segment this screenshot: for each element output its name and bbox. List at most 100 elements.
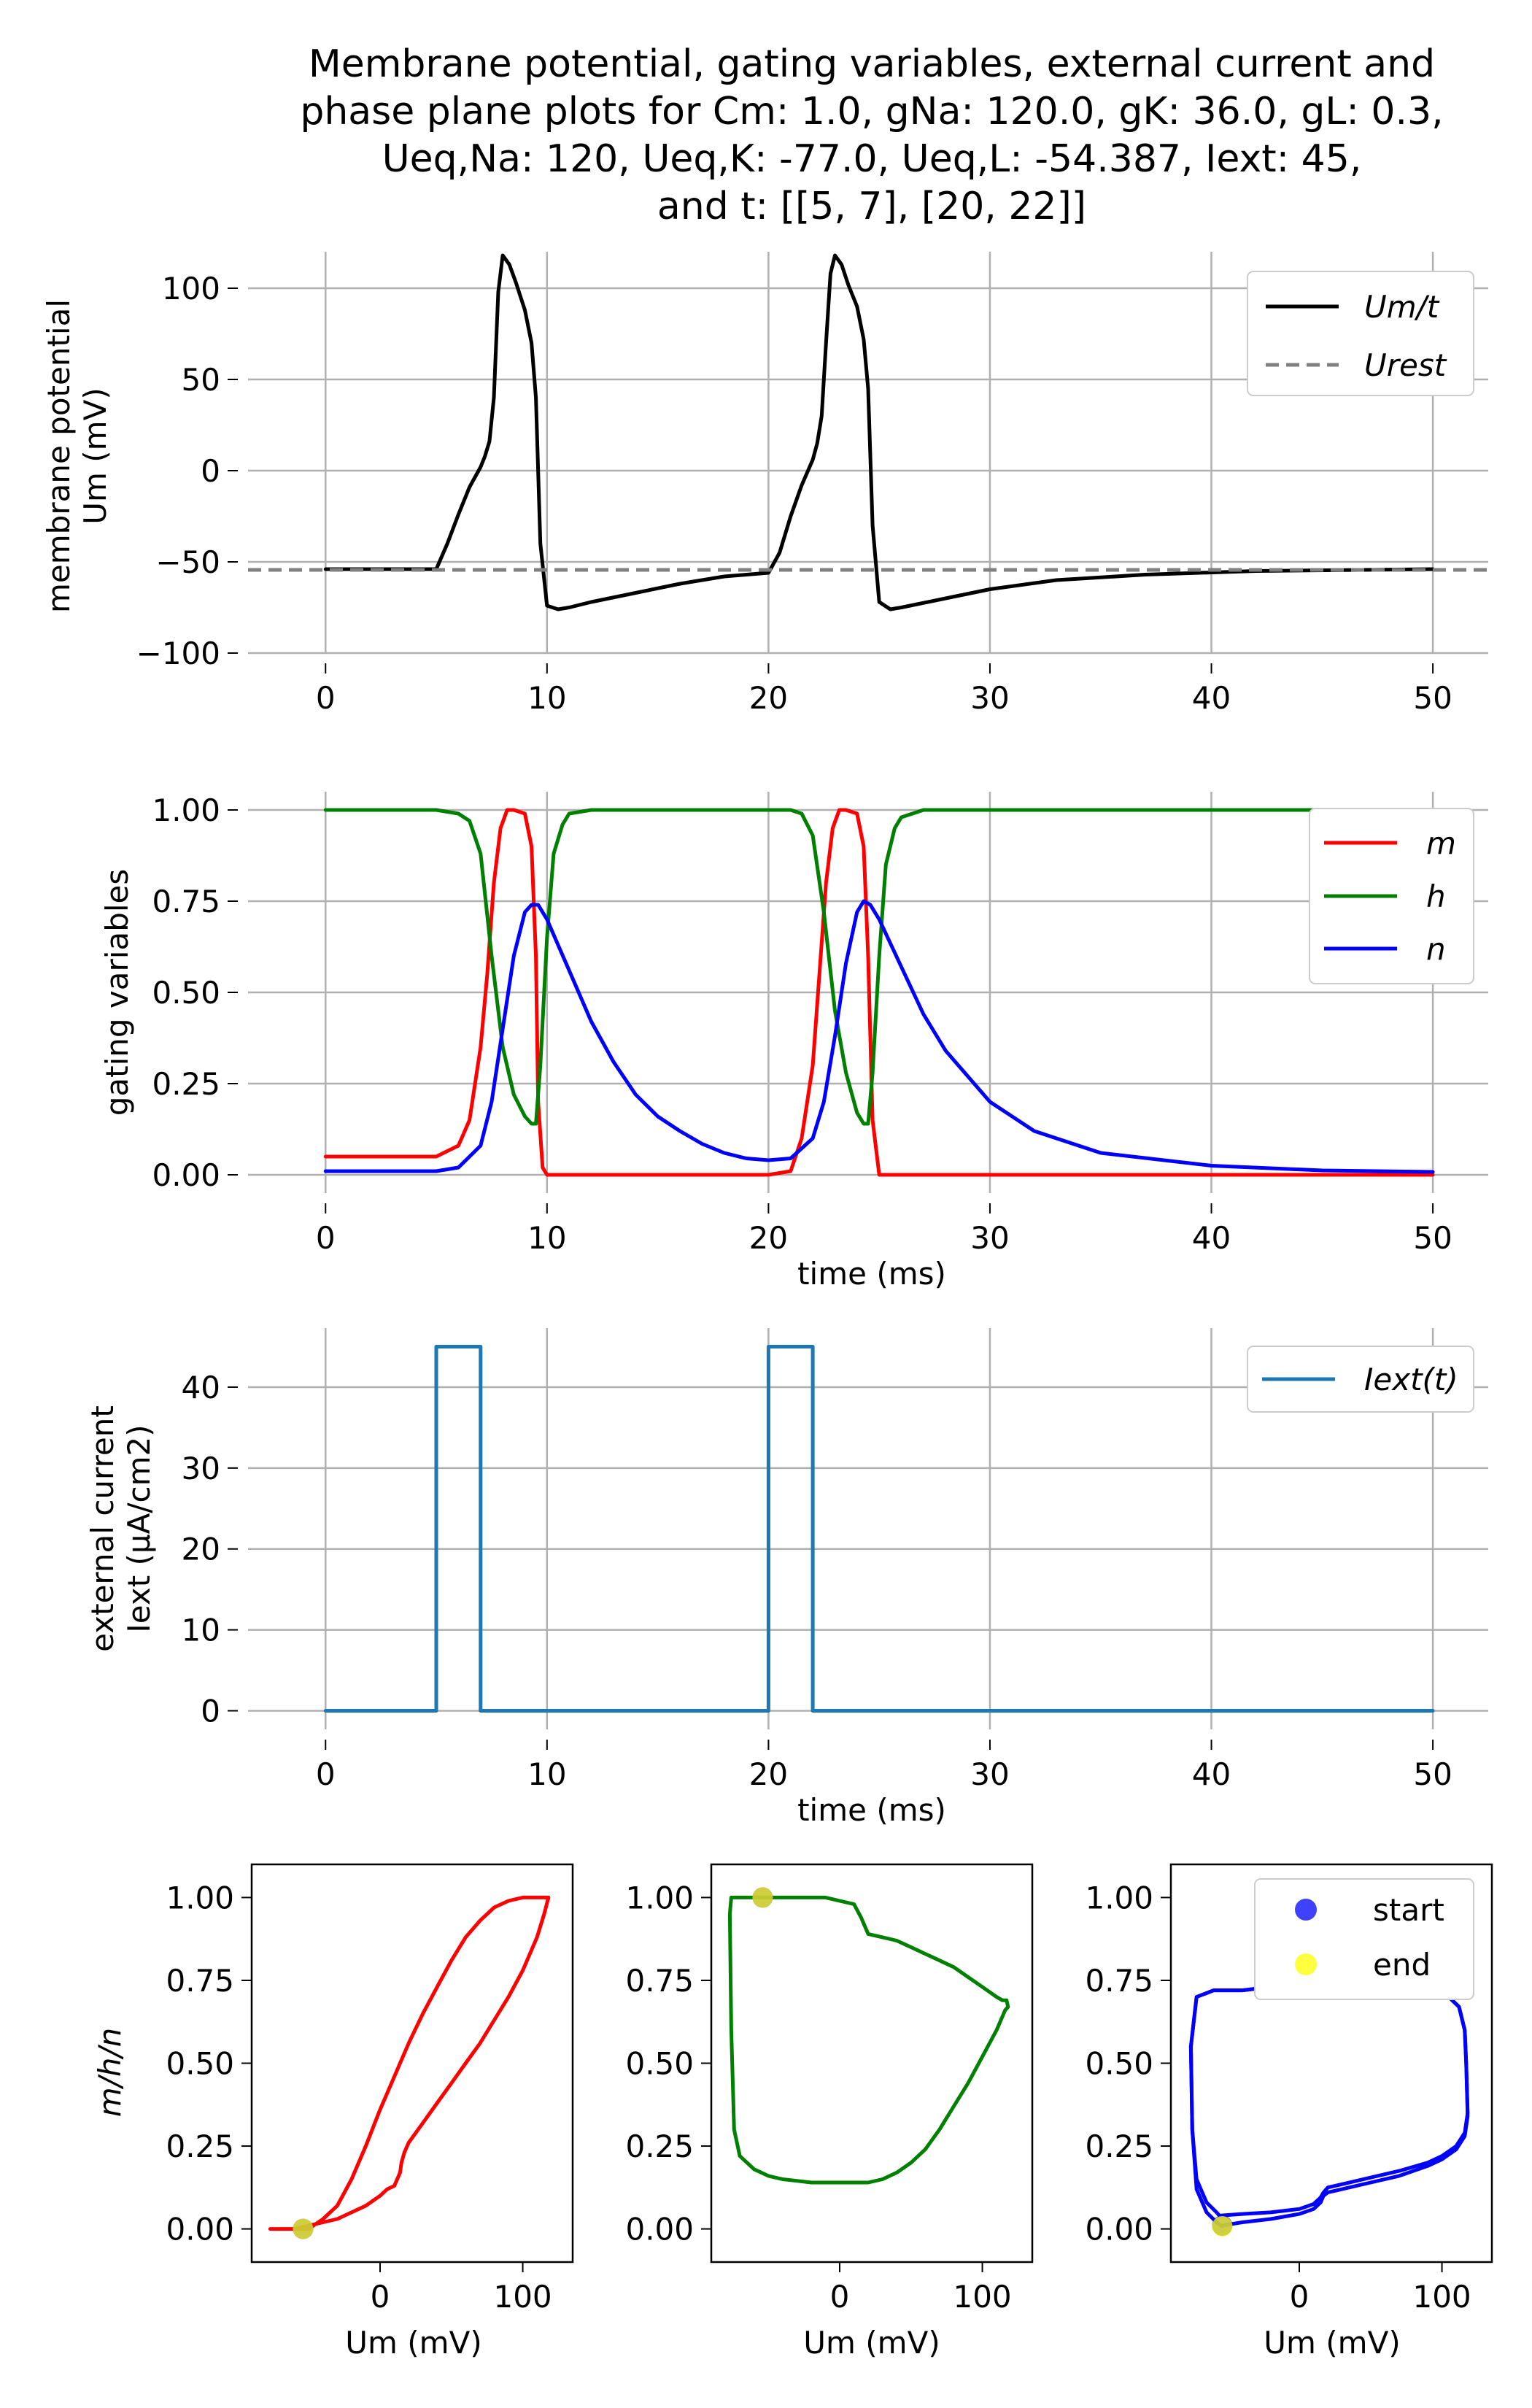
gating-axes: 0 10 20 30 40 50 0.00 0.25 0.50 0.75 1.00 [152,792,1452,1256]
membrane-xtick-label-3: 30 [970,680,1009,716]
gating-ytick-label-2: 0.50 [152,975,220,1011]
current-legend: Iext(t) [1247,1346,1474,1413]
phase-n-xtick-label-0: 0 [1290,2279,1309,2315]
phase-n-ytick-label-0: 0.00 [1085,2212,1153,2247]
gating-xtick-label-0: 0 [316,1220,336,1256]
figure-title: Membrane potential, gating variables, ex… [300,42,1443,228]
phase-plane-m-plot: 0 100 0.00 0.25 0.50 0.75 1.00 m/h/n Um (mV) [92,1863,574,2361]
phase-plane-n-plot: 0 100 0.00 0.25 0.50 0.75 1.00 Um (mV) start e… [1085,1863,1493,2361]
membrane-xtick-label-4: 40 [1192,680,1231,716]
current-xtick-label-4: 40 [1192,1756,1231,1792]
phase-n-axes: 0 100 0.00 0.25 0.50 0.75 1.00 [1085,1863,1493,2315]
external-current-plot: 0 10 20 30 40 50 0 10 20 30 40 external current Ie… [85,1328,1488,1828]
current-ytick-label-2: 20 [182,1532,220,1567]
membrane-potential-plot: 0 10 20 30 40 50 −100 −50 0 50 100 membrane potent… [41,252,1488,716]
legend-end-marker [1295,1953,1317,1975]
phase-h-axes: 0 100 0.00 0.25 0.50 0.75 1.00 [625,1863,1034,2315]
phase-plane-h-plot: 0 100 0.00 0.25 0.50 0.75 1.00 Um (mV) [625,1863,1034,2361]
membrane-axes: 0 10 20 30 40 50 −100 −50 0 50 100 [136,271,1452,716]
gating-xtick-label-3: 30 [970,1220,1009,1256]
legend-start-label: start [1373,1892,1444,1928]
membrane-xtick-label-2: 20 [749,680,788,716]
phase-n-ytick-label-1: 0.25 [1085,2129,1153,2164]
membrane-legend: Um/t Urest [1247,271,1474,396]
current-xlabel: time (ms) [797,1792,946,1828]
phase-h-series-h [727,1895,1010,2185]
current-ytick-label-0: 0 [201,1693,220,1729]
legend-start-marker [1295,1899,1317,1921]
phase-h-frame [710,1863,1034,2264]
current-ytick-label-3: 30 [182,1451,220,1486]
title-line-4: and t: [[5, 7], [20, 22]] [657,185,1086,228]
title-line-2: phase plane plots for Cm: 1.0, gNa: 120.… [300,90,1443,134]
gating-ytick-label-4: 1.00 [152,792,220,828]
membrane-ytick-label-1: −50 [155,544,220,580]
membrane-series [248,253,1488,611]
phase-m-ytick-label-2: 0.50 [166,2046,234,2082]
phase-h-ytick-label-1: 0.25 [625,2129,694,2164]
phase-h-ytick-label-3: 0.75 [625,1963,694,1999]
phase-m-ytick-label-1: 0.25 [166,2129,234,2164]
phase-m-ytick-label-3: 0.75 [166,1963,234,1999]
legend-m-label: m [1426,825,1456,861]
phase-m-ytick-label-0: 0.00 [166,2212,234,2247]
current-xtick-label-1: 10 [527,1756,566,1792]
membrane-ylabel-2: Um (mV) [77,387,113,524]
gating-xtick-label-2: 20 [749,1220,788,1256]
phase-h-series [727,1887,1010,2185]
membrane-xtick-label-5: 50 [1413,680,1452,716]
phase-m-series [268,1895,551,2239]
phase-h-ytick-label-0: 0.00 [625,2212,694,2247]
gating-legend: m h n [1309,808,1474,984]
phase-legend: start end [1254,1878,1474,2000]
phase-m-series-m [268,1895,551,2231]
current-xtick-label-3: 30 [970,1756,1009,1792]
phase-m-xtick-label-1: 100 [493,2279,552,2315]
membrane-ytick-label-0: −100 [136,636,220,671]
phase-m-ylabel: m/h/n [92,2028,128,2117]
current-ytick-label-1: 10 [182,1613,220,1648]
gating-xlabel: time (ms) [797,1256,946,1292]
legend-urest-label: Urest [1364,347,1447,383]
title-line-3: Ueq,Na: 120, Ueq,K: -77.0, Ueq,L: -54.38… [382,137,1362,181]
gating-series [323,808,1435,1177]
phase-n-xtick-label-1: 100 [1412,2279,1471,2315]
phase-m-xlabel: Um (mV) [345,2325,481,2361]
current-xtick-label-0: 0 [316,1756,336,1792]
gating-ytick-label-0: 0.00 [152,1157,220,1193]
legend-end-label: end [1373,1947,1431,1983]
phase-m-xtick-label-0: 0 [371,2279,390,2315]
phase-m-ytick-label-4: 1.00 [166,1880,234,1915]
gating-ylabel: gating variables [99,869,135,1116]
phase-n-ytick-label-4: 1.00 [1085,1880,1153,1915]
membrane-ytick-label-3: 50 [182,362,220,398]
current-legend-box [1247,1346,1474,1413]
gating-ytick-label-1: 0.25 [152,1066,220,1102]
legend-n-label: n [1426,931,1446,967]
phase-h-xtick-label-0: 0 [830,2279,850,2315]
membrane-xtick-label-1: 10 [527,680,566,716]
legend-h-label: h [1426,879,1446,914]
phase-h-end-marker [752,1887,773,1908]
current-ytick-label-4: 40 [182,1370,220,1405]
title-line-1: Membrane potential, gating variables, ex… [309,42,1435,86]
current-xtick-label-2: 20 [749,1756,788,1792]
gating-series-n [323,899,1435,1174]
phase-m-axes: 0 100 0.00 0.25 0.50 0.75 1.00 [166,1863,574,2315]
phase-h-xlabel: Um (mV) [803,2325,940,2361]
phase-n-series-n-cycle-2 [1188,1980,1470,2228]
phase-h-ytick-label-4: 1.00 [625,1880,694,1915]
gating-series-h [323,808,1435,1126]
current-series [323,1345,1435,1713]
gating-series-m [323,808,1435,1177]
gating-variables-plot: 0 10 20 30 40 50 0.00 0.25 0.50 0.75 1.00 gating v… [99,792,1488,1292]
current-xtick-label-5: 50 [1413,1756,1452,1792]
membrane-ytick-label-4: 100 [162,271,220,306]
legend-iext-label: Iext(t) [1364,1362,1458,1397]
phase-h-xtick-label-1: 100 [953,2279,1011,2315]
membrane-legend-box [1247,271,1474,396]
current-ylabel: external current [85,1405,120,1652]
phase-n-series [1188,1980,1470,2237]
phase-m-end-marker [293,2218,314,2239]
